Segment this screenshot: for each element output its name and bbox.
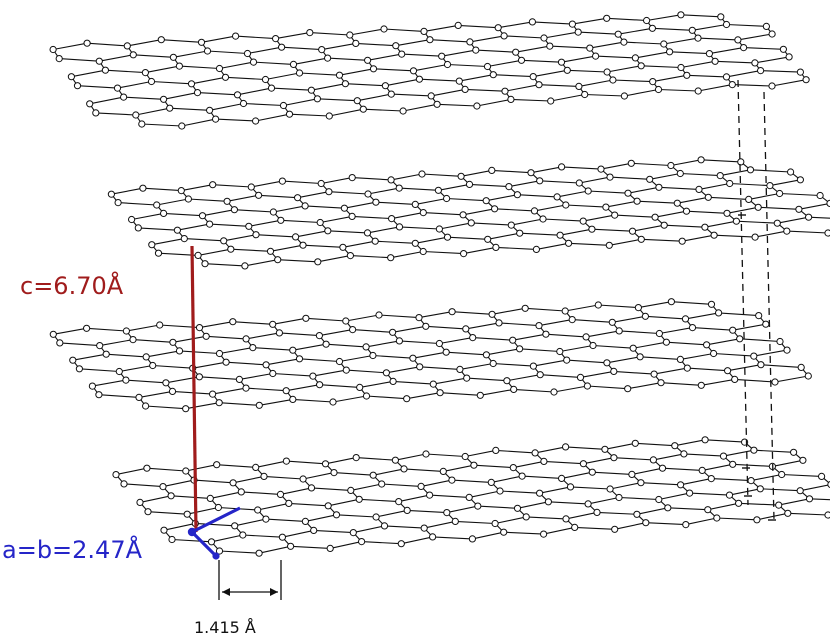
a-axis-vector bbox=[191, 506, 241, 534]
graphene-layer-3 bbox=[49, 298, 812, 413]
c-axis-label: c=6.70Å bbox=[20, 272, 124, 300]
graphene-layer-4 bbox=[112, 436, 830, 557]
unit-cell-dashed-lines bbox=[737, 79, 776, 521]
graphene-layers bbox=[49, 11, 830, 557]
bond-length-dimension bbox=[218, 560, 282, 600]
graphene-layer-1 bbox=[49, 11, 810, 130]
ab-axis-label: a=b=2.47Å bbox=[2, 536, 143, 564]
lattice-vectors bbox=[187, 245, 282, 600]
b-axis-vector bbox=[190, 530, 218, 558]
bond-length-label: 1.415 Å bbox=[194, 618, 256, 637]
graphene-layer-2 bbox=[107, 156, 830, 270]
c-axis-vector bbox=[190, 245, 198, 533]
